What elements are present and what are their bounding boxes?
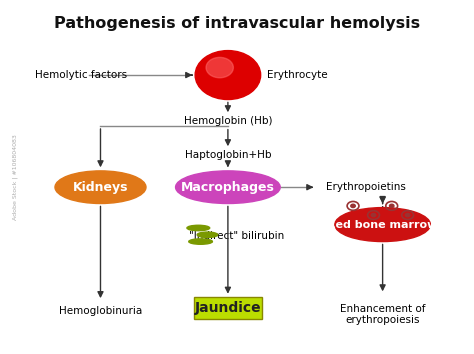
- Text: Haptoglobin+Hb: Haptoglobin+Hb: [185, 150, 271, 160]
- Text: Enhancement of
erythropoiesis: Enhancement of erythropoiesis: [340, 304, 425, 325]
- Text: Jaundice: Jaundice: [195, 301, 261, 315]
- Circle shape: [206, 57, 233, 78]
- Ellipse shape: [175, 171, 280, 204]
- Text: "Indirect" bilirubin: "Indirect" bilirubin: [190, 232, 284, 241]
- Text: Pathogenesis of intravascular hemolysis: Pathogenesis of intravascular hemolysis: [54, 16, 420, 30]
- Text: Red bone marrow: Red bone marrow: [328, 219, 438, 230]
- Ellipse shape: [189, 239, 212, 244]
- Ellipse shape: [55, 171, 146, 204]
- Circle shape: [390, 204, 394, 207]
- Text: Hemoglobin (Hb): Hemoglobin (Hb): [183, 116, 272, 126]
- Text: Hemolytic factors: Hemolytic factors: [35, 70, 127, 80]
- FancyBboxPatch shape: [194, 297, 262, 319]
- Circle shape: [195, 51, 261, 99]
- Text: Adobe Stock | #106804083: Adobe Stock | #106804083: [13, 134, 18, 220]
- Text: Erythrocyte: Erythrocyte: [266, 70, 327, 80]
- Ellipse shape: [197, 232, 218, 238]
- Text: Hemoglobinuria: Hemoglobinuria: [59, 306, 142, 316]
- Ellipse shape: [187, 225, 210, 231]
- Text: Kidneys: Kidneys: [73, 181, 128, 194]
- Text: Macrophages: Macrophages: [181, 181, 275, 194]
- Ellipse shape: [335, 207, 430, 241]
- Circle shape: [351, 204, 356, 207]
- Circle shape: [405, 213, 410, 217]
- Text: Erythropoietins: Erythropoietins: [326, 182, 406, 192]
- Circle shape: [371, 213, 376, 217]
